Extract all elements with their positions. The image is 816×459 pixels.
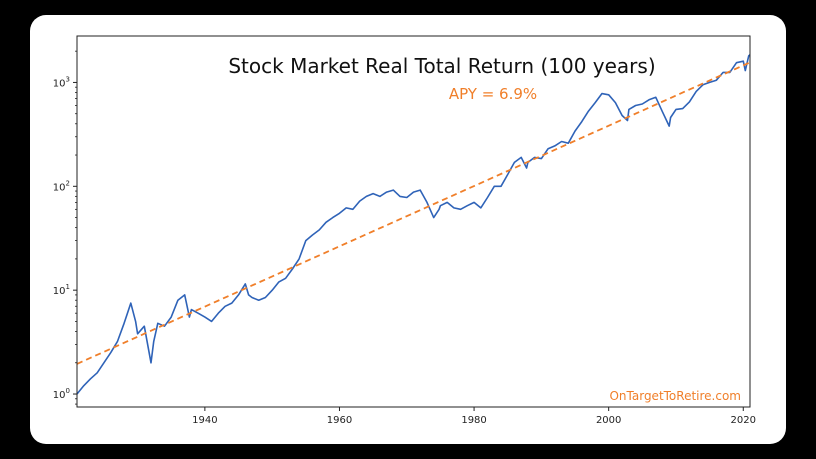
y-tick-label: 102: [53, 179, 70, 193]
x-tick-label: 1980: [461, 415, 486, 426]
watermark-text: OnTargetToRetire.com: [609, 389, 741, 403]
return-chart: 1940 1960 1980 2000 2020 100 101 102 103 Stock M…: [53, 35, 756, 426]
x-tick-label: 2000: [596, 415, 621, 426]
chart-title: Stock Market Real Total Return (100 year…: [228, 54, 655, 78]
y-tick-label: 101: [53, 283, 70, 297]
y-tick-label: 103: [53, 75, 70, 89]
apy-annotation: APY = 6.9%: [449, 85, 537, 103]
x-tick-label: 2020: [731, 415, 756, 426]
x-tick-label: 1960: [327, 415, 352, 426]
trend-line: [76, 61, 751, 365]
y-tick-label: 100: [53, 387, 70, 401]
plot-frame: [76, 35, 751, 408]
return-line: [76, 54, 751, 395]
x-tick-label: 1940: [192, 415, 217, 426]
chart-card: 1940 1960 1980 2000 2020 100 101 102 103 Stock M…: [30, 15, 786, 444]
